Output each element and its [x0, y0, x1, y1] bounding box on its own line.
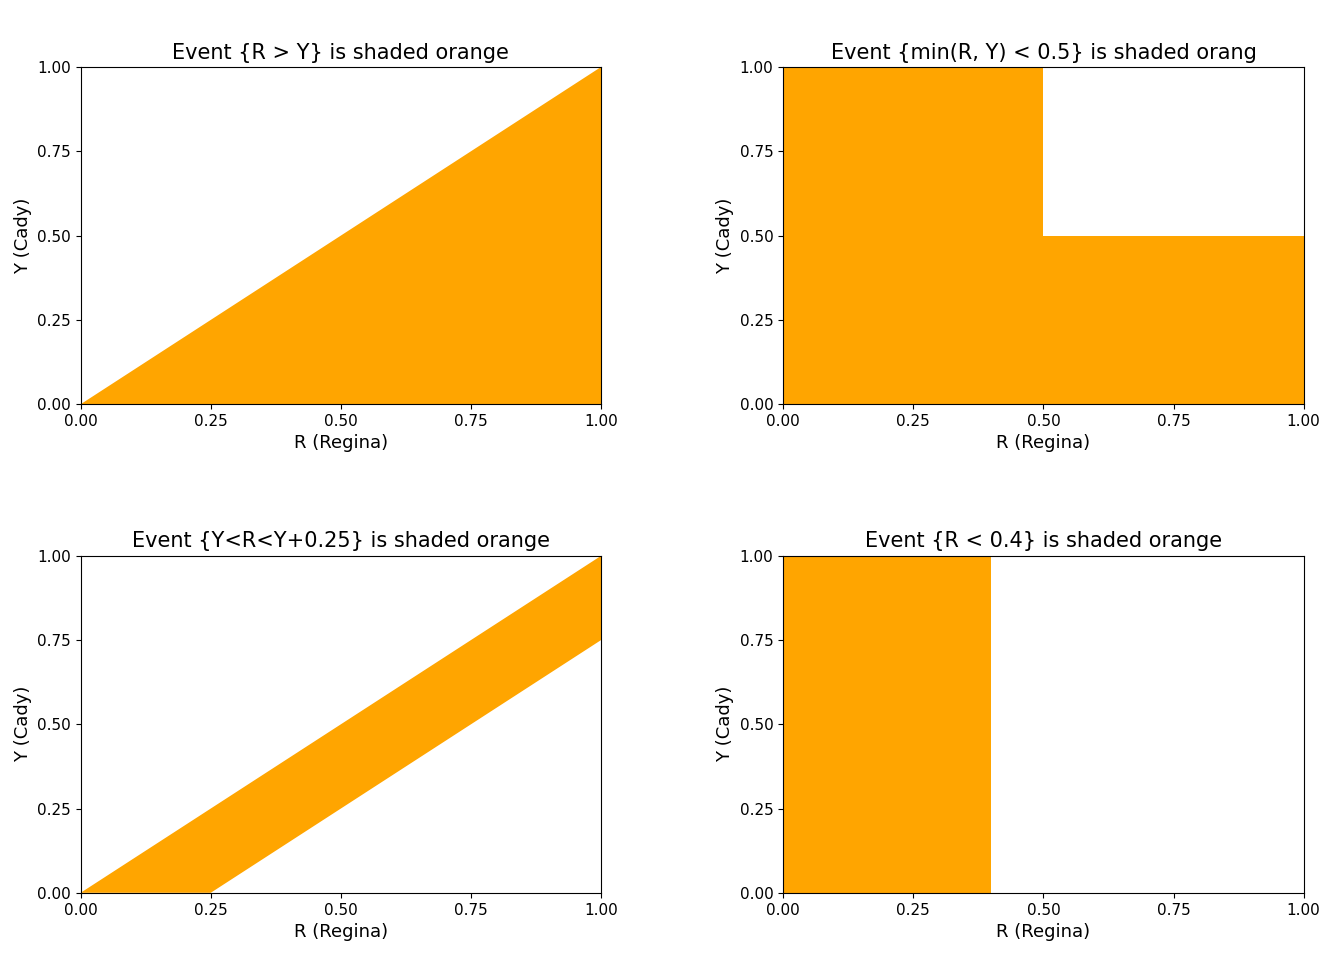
- X-axis label: R (Regina): R (Regina): [996, 924, 1090, 941]
- Title: Event {Y<R<Y+0.25} is shaded orange: Event {Y<R<Y+0.25} is shaded orange: [132, 532, 550, 551]
- Y-axis label: Y (Cady): Y (Cady): [13, 686, 32, 762]
- Polygon shape: [81, 556, 601, 893]
- X-axis label: R (Regina): R (Regina): [996, 435, 1090, 452]
- Polygon shape: [784, 556, 992, 893]
- Polygon shape: [1043, 67, 1304, 236]
- Y-axis label: Y (Cady): Y (Cady): [13, 198, 32, 274]
- X-axis label: R (Regina): R (Regina): [294, 435, 388, 452]
- Y-axis label: Y (Cady): Y (Cady): [716, 198, 734, 274]
- Y-axis label: Y (Cady): Y (Cady): [716, 686, 734, 762]
- Title: Event {min(R, Y) < 0.5} is shaded orang: Event {min(R, Y) < 0.5} is shaded orang: [831, 43, 1257, 62]
- Title: Event {R < 0.4} is shaded orange: Event {R < 0.4} is shaded orange: [866, 532, 1222, 551]
- X-axis label: R (Regina): R (Regina): [294, 924, 388, 941]
- Title: Event {R > Y} is shaded orange: Event {R > Y} is shaded orange: [172, 43, 509, 62]
- Polygon shape: [81, 67, 601, 404]
- Polygon shape: [784, 67, 1304, 404]
